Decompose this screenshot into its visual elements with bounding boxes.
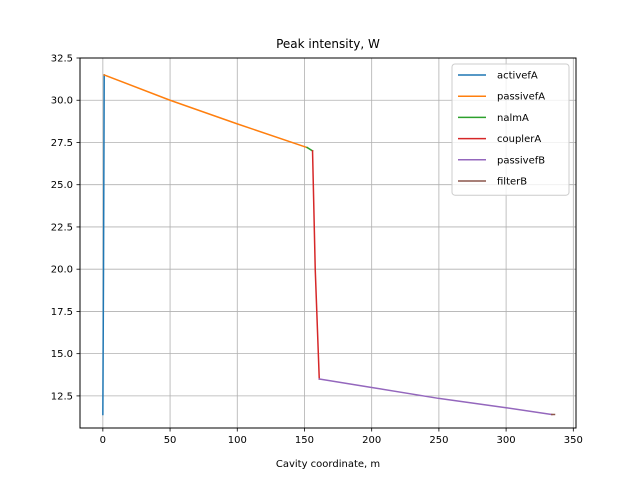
- y-tick-label: 20.0: [51, 265, 73, 276]
- grid-layer: [80, 57, 576, 428]
- x-tick-label: 150: [295, 435, 314, 446]
- y-tick-label: 15.0: [51, 349, 73, 360]
- x-tick-label: 50: [164, 435, 177, 446]
- x-tick-label: 350: [564, 435, 583, 446]
- plot-frame: [79, 57, 577, 429]
- series-line-passivefA: [103, 73, 309, 149]
- series-line-activefA: [102, 74, 105, 416]
- legend-label: passivefA: [497, 92, 545, 103]
- y-tick-label: 12.5: [51, 391, 73, 402]
- x-axis-title: Cavity coordinate, m: [276, 459, 380, 470]
- legend-label: passivefB: [497, 155, 545, 166]
- y-tick-label: 25.0: [51, 180, 73, 191]
- series-line-couplerA: [311, 150, 321, 380]
- legend-label: nalmA: [497, 113, 529, 124]
- series-layer: [102, 73, 556, 416]
- y-tick-label: 30.0: [51, 96, 73, 107]
- x-tick-label: 0: [100, 435, 106, 446]
- x-tick-label: 300: [497, 435, 516, 446]
- y-tick-label: 17.5: [51, 307, 73, 318]
- tick-layer: 0 50 100 150 200 250 300 350 12.5 15.0 17.5 20.0 22.…: [51, 54, 583, 447]
- y-tick-label: 32.5: [51, 54, 73, 65]
- legend-label: couplerA: [497, 134, 541, 145]
- legend-label: activefA: [497, 71, 538, 82]
- chart-title: Peak intensity, W: [276, 37, 380, 51]
- series-line-nalmA: [306, 146, 314, 152]
- legend-label: filterB: [497, 177, 527, 188]
- x-tick-label: 200: [362, 435, 381, 446]
- series-line-passivefB: [318, 378, 553, 416]
- y-tick-label: 27.5: [51, 138, 73, 149]
- x-tick-label: 100: [228, 435, 247, 446]
- x-tick-label: 250: [429, 435, 448, 446]
- y-tick-label: 22.5: [51, 222, 73, 233]
- legend: activefA passivefA nalmA couplerA passivefB f…: [451, 63, 570, 196]
